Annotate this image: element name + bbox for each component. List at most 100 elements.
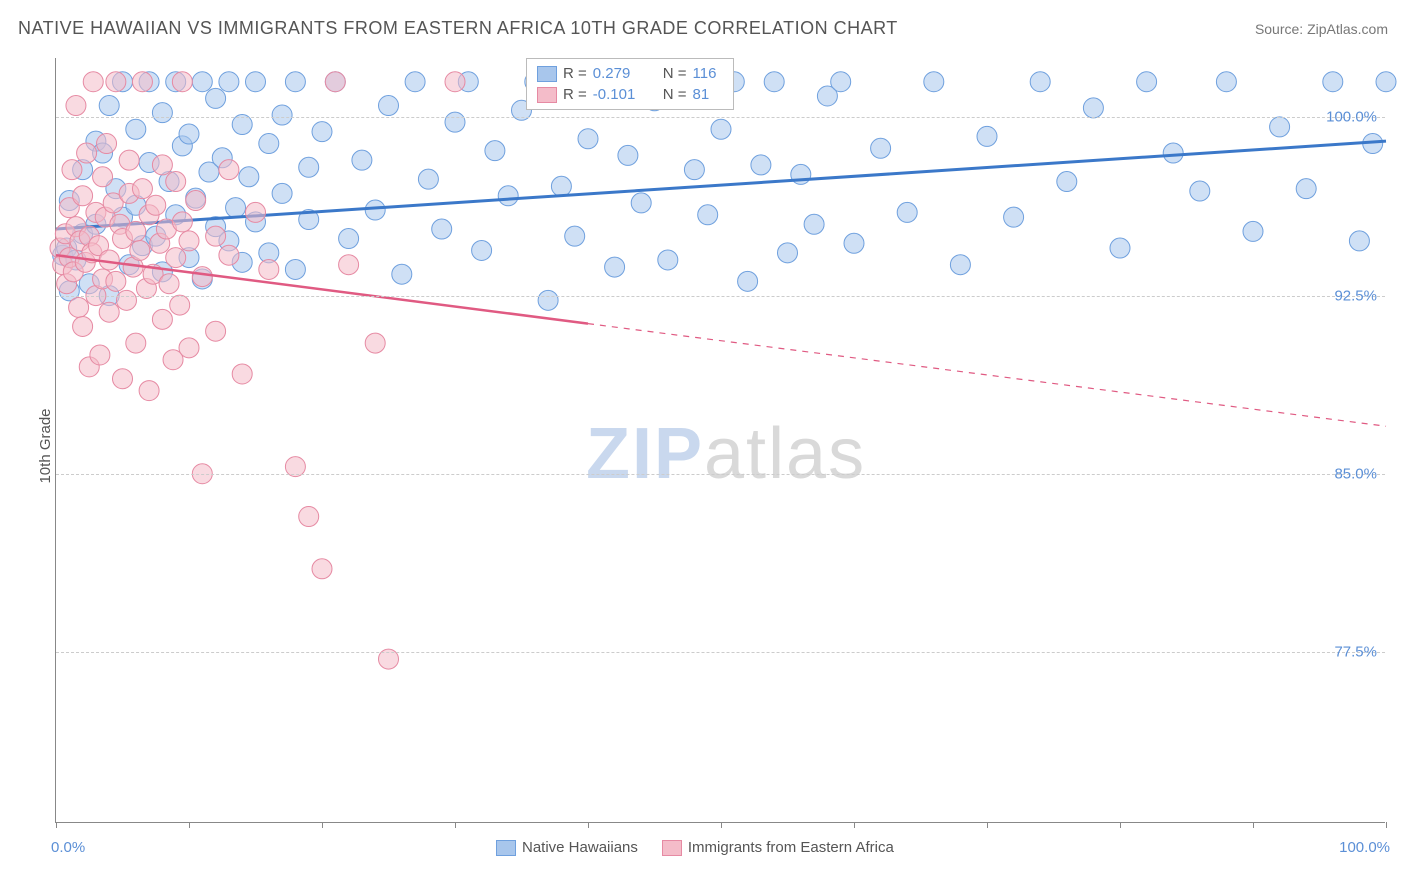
stats-legend-row: R =0.279N =116 [537,63,723,84]
data-point [1110,238,1130,258]
legend-label: Immigrants from Eastern Africa [688,839,894,856]
data-point [1323,72,1343,92]
data-point [219,245,239,265]
x-axis-max-label: 100.0% [1339,839,1390,856]
data-point [226,198,246,218]
n-label: N = [663,86,687,103]
data-point [166,172,186,192]
legend-swatch [537,87,557,103]
data-point [844,233,864,253]
x-axis-min-label: 0.0% [51,839,85,856]
data-point [246,202,266,222]
legend-item: Immigrants from Eastern Africa [662,839,894,856]
source-value: ZipAtlas.com [1307,21,1388,37]
data-point [179,231,199,251]
data-point [146,195,166,215]
data-point [379,96,399,116]
x-tick [588,822,589,828]
data-point [259,259,279,279]
data-point [1083,98,1103,118]
data-point [99,302,119,322]
data-point [352,150,372,170]
x-tick [322,822,323,828]
data-point [565,226,585,246]
gridline [56,474,1385,475]
y-tick-label: 100.0% [1326,109,1377,126]
data-point [113,369,133,389]
x-tick [1386,822,1387,828]
data-point [126,333,146,353]
data-point [897,202,917,222]
x-tick [56,822,57,828]
data-point [159,274,179,294]
trend-line-solid [56,255,588,323]
data-point [239,167,259,187]
y-tick-label: 92.5% [1334,287,1377,304]
data-point [172,72,192,92]
data-point [365,333,385,353]
data-point [285,259,305,279]
data-point [179,124,199,144]
data-point [578,129,598,149]
data-point [299,507,319,527]
data-point [684,160,704,180]
data-point [871,138,891,158]
data-point [126,221,146,241]
chart-title: NATIVE HAWAIIAN VS IMMIGRANTS FROM EASTE… [18,18,898,39]
data-point [119,150,139,170]
chart-header: NATIVE HAWAIIAN VS IMMIGRANTS FROM EASTE… [18,18,1388,39]
n-value: 81 [693,86,723,103]
data-point [90,345,110,365]
x-tick [721,822,722,828]
data-point [618,145,638,165]
data-point [219,72,239,92]
x-tick [1253,822,1254,828]
data-point [106,72,126,92]
stats-legend-row: R =-0.101N =81 [537,84,723,105]
legend-swatch [662,840,682,856]
data-point [186,191,206,211]
data-point [551,176,571,196]
data-point [99,96,119,116]
data-point [192,267,212,287]
data-point [538,290,558,310]
x-tick [987,822,988,828]
data-point [132,72,152,92]
data-point [166,248,186,268]
source-label: Source: [1255,21,1303,37]
data-point [126,119,146,139]
legend-swatch [537,66,557,82]
r-label: R = [563,86,587,103]
data-point [246,72,266,92]
data-point [711,119,731,139]
data-point [73,316,93,336]
data-point [751,155,771,175]
data-point [339,229,359,249]
data-point [392,264,412,284]
data-point [77,143,97,163]
data-point [778,243,798,263]
data-point [1137,72,1157,92]
data-point [192,72,212,92]
data-point [950,255,970,275]
legend-label: Native Hawaiians [522,839,638,856]
gridline [56,296,1385,297]
data-point [179,338,199,358]
plot-area: ZIPatlas R =0.279N =116R =-0.101N =81 Na… [55,58,1385,823]
source-attribution: Source: ZipAtlas.com [1255,21,1388,37]
data-point [219,160,239,180]
data-point [1270,117,1290,137]
data-point [498,186,518,206]
x-tick [455,822,456,828]
data-point [206,321,226,341]
data-point [658,250,678,270]
data-point [445,112,465,132]
data-point [73,186,93,206]
data-point [831,72,851,92]
x-tick [854,822,855,828]
data-point [924,72,944,92]
data-point [152,309,172,329]
y-tick-label: 85.0% [1334,465,1377,482]
data-point [339,255,359,275]
data-point [764,72,784,92]
